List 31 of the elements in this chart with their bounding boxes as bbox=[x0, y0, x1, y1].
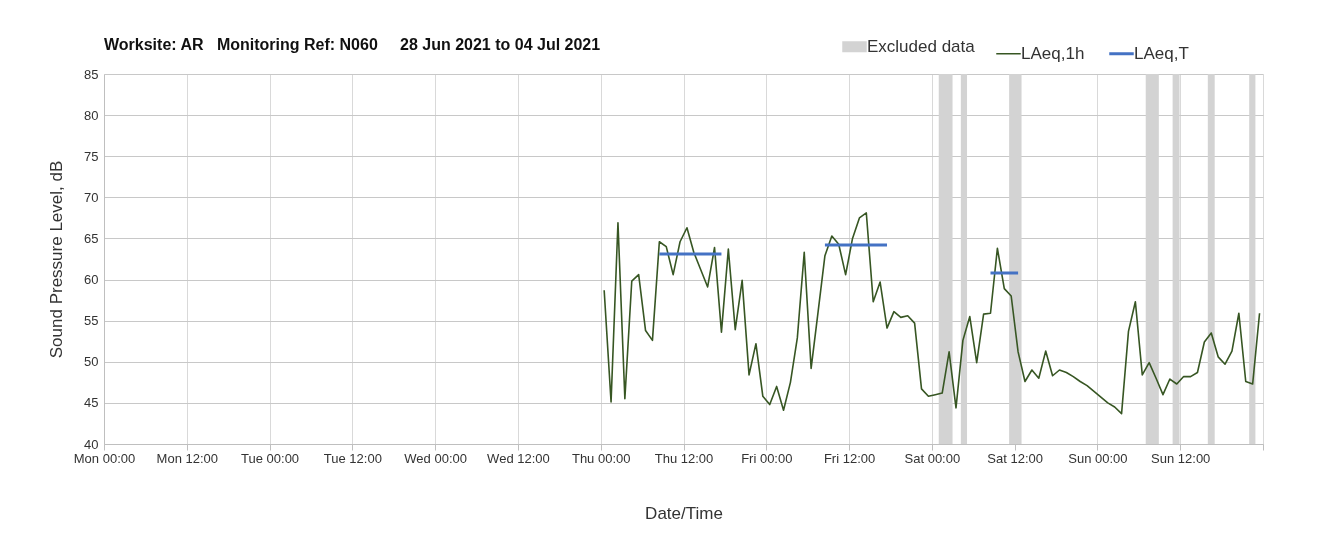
x-tick-label: Thu 00:00 bbox=[571, 450, 631, 466]
x-tick-label: Sat 00:00 bbox=[904, 450, 961, 466]
x-tick-label: Sun 12:00 bbox=[1151, 450, 1211, 466]
x-tick-label: Sun 00:00 bbox=[1068, 450, 1128, 466]
y-tick-label: 85 bbox=[84, 66, 99, 82]
y-tick-label: 65 bbox=[84, 230, 99, 246]
legend-label: LAeq,1h bbox=[1021, 43, 1085, 63]
x-tick-label: Wed 00:00 bbox=[404, 450, 467, 466]
y-tick-label: 70 bbox=[84, 189, 99, 205]
x-tick-label: Mon 00:00 bbox=[73, 450, 136, 466]
x-tick-label: Fri 12:00 bbox=[823, 450, 876, 466]
x-tick-label: Tue 00:00 bbox=[241, 450, 300, 466]
chart-title: Worksite: AR Monitoring Ref: N060 28 Jun 2021 to 04 Jul 2021 bbox=[104, 36, 601, 53]
line-series bbox=[603, 212, 1261, 415]
y-tick-label: 55 bbox=[84, 313, 99, 329]
y-tick-label: 60 bbox=[84, 272, 99, 288]
y-tick-label: 45 bbox=[84, 395, 99, 411]
x-tick-label: Sat 12:00 bbox=[987, 450, 1043, 466]
x-tick-label: Wed 12:00 bbox=[487, 450, 550, 466]
x-tick-label: Mon 12:00 bbox=[156, 450, 218, 466]
y-tick-label: 80 bbox=[84, 107, 99, 123]
y-axis-title: Sound Pressure Level, dB bbox=[47, 160, 67, 359]
x-tick-label: Fri 00:00 bbox=[741, 450, 793, 466]
y-tick-label: 75 bbox=[84, 148, 99, 164]
x-tick-label: Thu 12:00 bbox=[654, 450, 714, 466]
legend-label: Excluded data bbox=[867, 36, 976, 56]
legend-label: LAeq,T bbox=[1134, 43, 1189, 63]
x-axis-title: Date/Time bbox=[645, 503, 723, 523]
y-tick-label: 50 bbox=[84, 354, 99, 370]
y-tick-label: 40 bbox=[84, 436, 99, 452]
x-tick-label: Tue 12:00 bbox=[323, 450, 382, 466]
